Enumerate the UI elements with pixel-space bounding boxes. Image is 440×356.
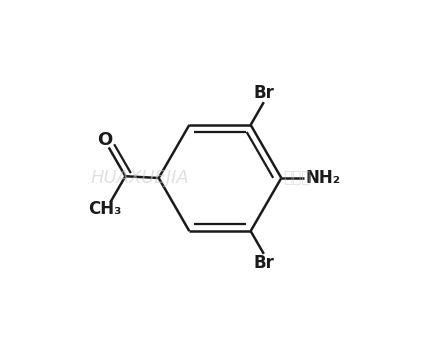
Text: HUAXUEJIA: HUAXUEJIA <box>90 169 189 187</box>
Text: O: O <box>98 131 113 149</box>
Text: Br: Br <box>253 253 274 272</box>
Text: Br: Br <box>253 84 274 103</box>
Text: CH₃: CH₃ <box>88 200 122 218</box>
Text: NH₂: NH₂ <box>306 169 341 187</box>
Text: 化学加: 化学加 <box>283 171 311 185</box>
